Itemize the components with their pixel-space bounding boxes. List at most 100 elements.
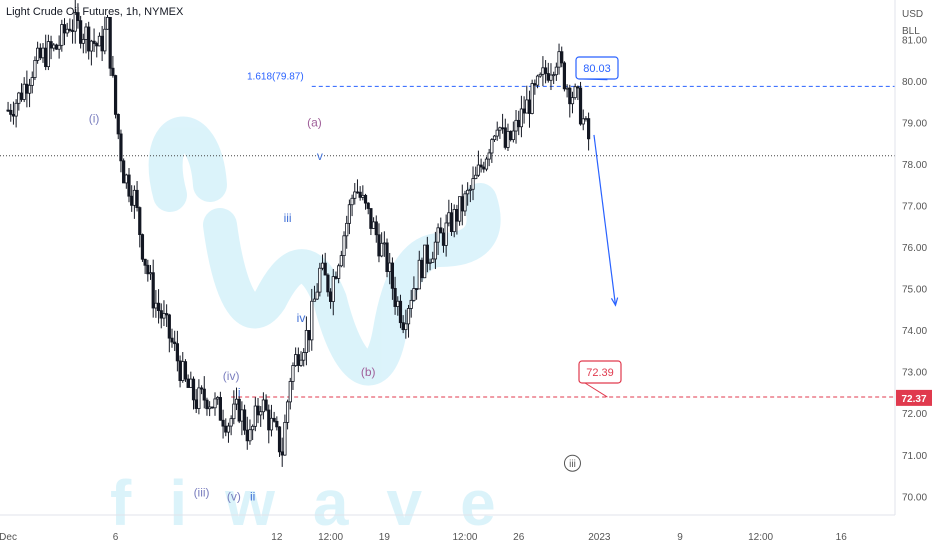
candle-body	[347, 204, 351, 224]
candle	[457, 196, 462, 226]
candle	[525, 85, 529, 114]
candle-body	[342, 235, 346, 257]
candle-body	[452, 209, 456, 233]
candle	[210, 406, 214, 409]
candle	[38, 43, 42, 61]
candle-body	[433, 241, 438, 260]
candle	[495, 121, 499, 141]
candle	[455, 204, 459, 235]
candle	[533, 79, 537, 95]
candle	[578, 81, 583, 126]
candle-body	[412, 288, 416, 301]
candle-body	[191, 378, 196, 401]
candle	[409, 289, 413, 318]
candle-body	[578, 87, 583, 125]
candle-body	[130, 195, 134, 206]
candle-body	[221, 419, 225, 427]
candle	[355, 179, 360, 194]
candle	[530, 79, 534, 115]
candle	[124, 173, 128, 189]
candle-body	[509, 130, 513, 141]
watermark-stroke	[148, 116, 227, 212]
candle-body	[267, 409, 271, 431]
candle-body	[460, 196, 464, 212]
candle-body	[275, 420, 279, 428]
candle	[167, 313, 171, 353]
candle	[68, 18, 72, 33]
candle-body	[103, 28, 107, 52]
candle-body	[170, 337, 174, 343]
wave-label: (iv)	[223, 369, 240, 383]
candle-body	[60, 24, 64, 46]
candle	[261, 392, 265, 420]
candle	[449, 202, 454, 236]
wave-label: ii	[250, 489, 255, 503]
candle	[267, 404, 271, 444]
candle-body	[525, 99, 529, 114]
x-tick-label: 19	[379, 532, 391, 543]
candle	[253, 397, 257, 432]
candle	[307, 330, 311, 353]
candle-body	[245, 429, 249, 442]
candle-body	[326, 274, 330, 293]
candle	[156, 289, 161, 324]
candle-body	[79, 20, 83, 44]
candle	[302, 348, 306, 367]
y-tick-label: 80.00	[902, 77, 927, 88]
price-tag-value: 72.37	[901, 394, 926, 405]
candle	[366, 202, 370, 215]
y-tick-label: 76.00	[902, 243, 927, 254]
candle	[22, 77, 26, 103]
candle-body	[414, 288, 419, 290]
candle	[191, 376, 196, 410]
candle	[339, 250, 343, 268]
candle	[277, 426, 282, 457]
candle	[304, 316, 308, 366]
candle	[546, 62, 550, 83]
wave-label: (a)	[307, 116, 322, 130]
candle-body	[6, 109, 10, 112]
candle-body	[146, 264, 150, 275]
candle	[132, 185, 136, 219]
candle	[256, 397, 260, 424]
candle	[315, 283, 319, 300]
candle	[554, 62, 558, 81]
candle	[159, 303, 163, 329]
chart-title: Light Crude Oil Futures, 1h, NYMEX	[6, 6, 184, 18]
candle	[122, 158, 126, 184]
candle	[377, 223, 381, 263]
candle-body	[511, 130, 515, 141]
candle-body	[447, 212, 451, 224]
candle	[296, 347, 300, 373]
candle	[148, 265, 153, 280]
y-tick-label: 79.00	[902, 119, 927, 130]
candle	[484, 156, 489, 172]
candle	[517, 110, 521, 136]
candle-body	[323, 262, 327, 276]
candle	[474, 166, 478, 180]
candle	[500, 113, 505, 134]
x-tick-label: 12	[271, 532, 283, 543]
candle-body	[455, 209, 459, 222]
candle-body	[178, 360, 182, 381]
candle	[285, 399, 290, 430]
candle	[46, 34, 50, 71]
candle-body	[65, 28, 69, 34]
candle-body	[490, 139, 494, 154]
candle	[350, 194, 354, 217]
wave-label: iv	[297, 311, 306, 325]
candle	[423, 244, 427, 279]
candle	[237, 396, 241, 424]
candle-body	[175, 343, 179, 362]
candle-body	[310, 300, 314, 341]
candle	[54, 43, 59, 50]
candle	[224, 418, 228, 437]
projection-arrow-head	[610, 297, 619, 307]
candle	[226, 422, 231, 443]
candle-body	[213, 398, 217, 409]
candle	[92, 28, 96, 53]
candle-body	[97, 35, 102, 47]
candle	[208, 401, 212, 417]
candle	[232, 390, 236, 425]
candle-body	[240, 409, 244, 422]
